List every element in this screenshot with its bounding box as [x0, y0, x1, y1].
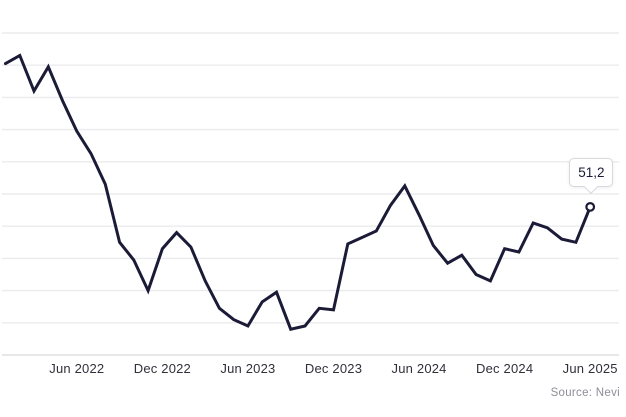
x-axis: Jun 2022 Dec 2022 Jun 2023 Dec 2023 Jun …	[0, 361, 626, 379]
value-tooltip: 51,2	[569, 158, 614, 194]
series-line	[4, 53, 592, 331]
x-tick-label: Dec 2023	[304, 361, 363, 376]
x-tick-label: Jun 2023	[220, 361, 276, 376]
tooltip-value: 51,2	[578, 165, 605, 181]
x-tick-label: Dec 2022	[133, 361, 191, 376]
gridlines-group	[2, 32, 619, 356]
x-tick-label: Jun 2022	[49, 361, 105, 376]
x-tick-label: Dec 2024	[476, 361, 534, 376]
source-caption: Source: Nevi	[550, 387, 620, 399]
x-tick-label: Jun 2025	[562, 361, 618, 376]
x-tick-label: Jun 2024	[391, 361, 447, 376]
endpoint-marker[interactable]	[585, 201, 596, 212]
